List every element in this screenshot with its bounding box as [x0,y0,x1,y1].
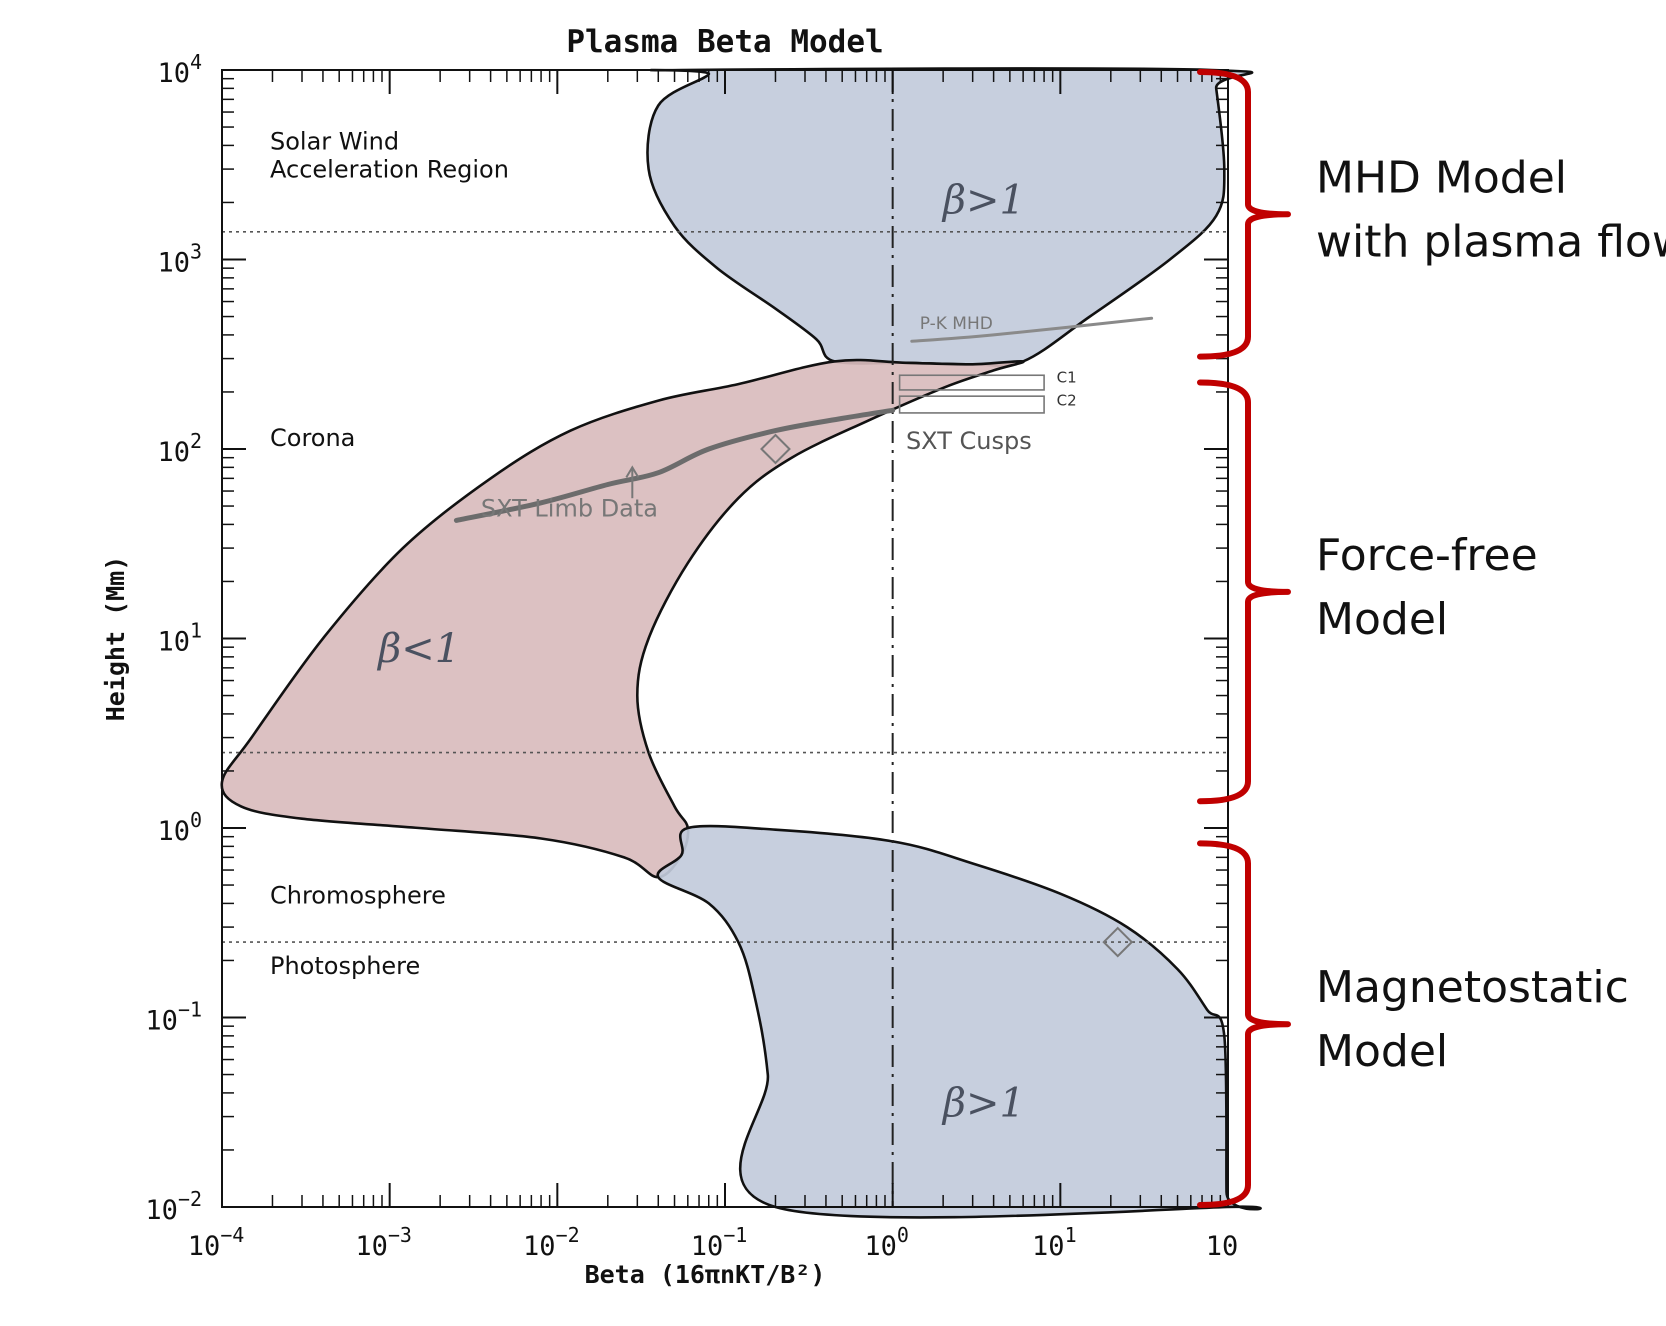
bracket-label-line: Magnetostatic [1316,962,1629,1013]
layer-label-line: Solar Wind [270,128,399,156]
model-brackets: MHD Model with plasma flow Force-free Model… [1197,69,1666,1208]
bracket-2 [1197,379,1291,805]
x-tick-exponent: 0 [897,1223,909,1247]
chart-text: β>1 β<1 β>1 Plasma Beta Model Beta (16πnKT/B… [101,24,1077,1289]
y-tick-label: 101 [157,619,202,658]
curve-1 [910,316,1154,343]
y-tick-base: 10 [145,1006,178,1037]
annotation-1: P-K MHD [920,314,993,334]
layer-label-2: Corona [270,424,355,452]
bracket-label-line: Force-free [1316,530,1538,581]
y-tick-base: 10 [157,437,190,468]
layer-label-line: Photosphere [270,952,420,980]
x-tick-base: 10 [691,1231,724,1262]
x-tick-base: 10 [188,1231,221,1262]
limb-data-arrowhead [625,465,640,478]
y-tick-label: 103 [157,240,202,279]
x-tick-base: 10 [1032,1231,1065,1262]
annotation-3: SXT Cusps [906,427,1032,455]
x-axis-label: Beta (16πnKT/B²) [585,1260,826,1289]
annotation-2: SXT Limb Data [481,495,658,523]
y-tick-base: 10 [145,1195,178,1226]
x-tick-label: 101 [1032,1223,1077,1262]
cusp-box-1 [898,374,1045,391]
region-label-2: β<1 [376,626,460,672]
x-tick-label: 10 [1206,1231,1239,1262]
plot-axes: 10−4 10−3 10−2 10−1 100 101 1010−210−110010110… [145,50,1238,1262]
y-tick-label: 10−2 [145,1187,202,1226]
layer-label-1: Solar Wind Acceleration Region [270,128,509,184]
layer-label-4: Photosphere [270,952,420,980]
y-tick-exponent: 4 [190,50,202,74]
y-tick-exponent: 1 [190,619,202,643]
x-tick-exponent: 1 [1065,1223,1077,1247]
data-curves [453,316,1154,958]
y-tick-exponent: 2 [190,429,202,453]
y-tick-label: 102 [157,429,202,468]
cusp-box-2 [898,395,1045,414]
x-tick-exponent: −2 [556,1223,580,1247]
bracket-label-line: MHD Model [1316,152,1567,203]
bracket-3 [1197,840,1291,1208]
x-tick-base: 10 [1206,1231,1239,1262]
x-tick-label: 10−1 [691,1223,748,1262]
annotation-4: C1 [1057,368,1077,386]
diamond-marker-1 [760,433,791,465]
x-tick-exponent: −4 [220,1223,244,1247]
bracket-1 [1197,69,1291,360]
y-axis-label: Height (Mm) [101,556,130,722]
bracket-label-line: Model [1316,1026,1448,1077]
layer-label-line: Corona [270,424,355,452]
bracket-label-line: Model [1316,594,1448,645]
layer-label-3: Chromosphere [270,881,446,909]
reference-lines [222,70,1228,1207]
y-tick-exponent: 3 [190,240,202,264]
region-3 [656,824,1262,1219]
y-tick-exponent: −2 [178,1187,202,1211]
x-tick-exponent: −1 [723,1223,747,1247]
curve-2 [453,407,896,523]
diamond-marker-2 [1102,926,1134,958]
region-label-1: β>1 [941,177,1025,223]
x-tick-label: 100 [864,1223,909,1262]
x-tick-exponent: −3 [388,1223,412,1247]
layer-label-line: Acceleration Region [270,156,509,184]
x-tick-label: 10−4 [188,1223,245,1262]
chart-title: Plasma Beta Model [566,24,883,60]
y-tick-base: 10 [157,58,190,89]
bracket-label-1: MHD Model with plasma flow [1316,152,1666,267]
y-tick-base: 10 [157,248,190,279]
y-tick-exponent: 0 [190,808,202,832]
x-tick-label: 10−3 [355,1223,412,1262]
bracket-label-line: with plasma flow [1316,216,1666,267]
y-tick-label: 100 [157,808,202,847]
shaded-regions [220,67,1262,1219]
y-tick-base: 10 [157,627,190,658]
annotation-5: C2 [1057,391,1077,409]
x-tick-label: 10−2 [523,1223,580,1262]
region-label-3: β>1 [941,1081,1025,1127]
x-tick-base: 10 [355,1231,388,1262]
y-tick-base: 10 [157,816,190,847]
bracket-label-3: Magnetostatic Model [1316,962,1629,1077]
x-tick-base: 10 [523,1231,556,1262]
y-tick-label: 10−1 [145,998,202,1037]
y-tick-exponent: −1 [178,998,202,1022]
y-tick-label: 104 [157,50,202,89]
x-tick-base: 10 [864,1231,897,1262]
layer-label-line: Chromosphere [270,881,446,909]
bracket-label-2: Force-free Model [1316,530,1538,645]
